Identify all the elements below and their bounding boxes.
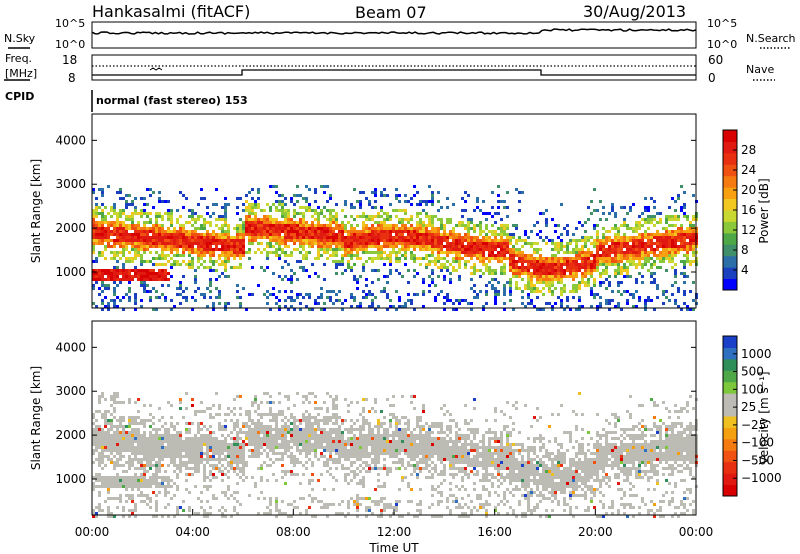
xtick-label: 00:00 [679,525,714,539]
xtick-label: 04:00 [175,525,210,539]
colorbar-tick: 4 [741,263,749,277]
colorbar-swatch [723,164,737,177]
xtick-label: 20:00 [578,525,613,539]
ytick-label: 3000 [55,384,86,398]
freq-right-tick-bottom: 0 [708,71,716,85]
colorbar-tick: −100 [741,436,774,450]
power-panel: 1000 2000 3000 4000 Slant Range [km] [29,113,698,311]
power-colorbar: 4 8 12 16 20 24 28 Power [dB] [722,129,771,291]
ytick-label: 4000 [55,340,86,354]
colorbar-swatch [723,358,737,371]
colorbar-swatch [723,244,737,257]
noise-left-label: N.Sky [4,32,36,45]
power-colorbar-label: Power [dB] [757,178,771,243]
date-title: 30/Aug/2013 [583,2,686,21]
power-ylabel: Slant Range [km] [29,159,43,263]
colorbar-tick: −1000 [741,471,782,485]
freq-trace [92,69,696,76]
ytick-label: 1000 [55,472,86,486]
colorbar-tick: 100 [741,382,764,396]
noise-right-tick-bottom: 10^0 [707,38,737,51]
velocity-heatmap [92,392,698,518]
freq-left-label-1: Freq. [5,52,32,65]
station-title: Hankasalmi (fitACF) [92,2,250,21]
colorbar-swatch [723,370,737,383]
velocity-colorbar: 1000 500 100 25 −25 −100 −500 −1000 Velocity [m… [722,335,782,497]
ytick-label: 2000 [55,428,86,442]
velocity-colorbar-label: Velocity [m s⁻¹] [757,371,771,464]
colorbar-swatch [723,450,737,463]
colorbar-swatch [723,336,737,348]
colorbar-tick: 20 [741,183,756,197]
colorbar-tick: 24 [741,163,756,177]
nave-label: Nave [746,63,774,76]
cpid-text: normal (fast stereo) 153 [96,94,248,107]
colorbar-swatch [723,232,737,245]
colorbar-swatch [723,461,737,474]
colorbar-tick: 16 [741,203,756,217]
noise-left-tick-bottom: 10^0 [55,38,85,51]
noise-sky-trace [91,28,697,35]
colorbar-tick: 500 [741,365,764,379]
freq-left-tick-top: 18 [62,53,77,67]
ytick-label: 2000 [55,221,86,235]
noise-right-label: N.Search [746,32,796,45]
colorbar-swatch [723,393,737,406]
freq-left-label-2: [MHz] [5,67,37,80]
velocity-xlabel: Time UT [368,541,419,554]
noise-right-tick-top: 10^5 [707,17,737,30]
colorbar-swatch [723,347,737,360]
beam-title: Beam 07 [355,3,427,22]
colorbar-tick: 8 [741,243,749,257]
ytick-label: 1000 [55,265,86,279]
colorbar-swatch [723,221,737,234]
colorbar-swatch [723,152,737,165]
colorbar-swatch [723,175,737,188]
colorbar-tick: 1000 [741,347,772,361]
freq-left-tick-bottom: 8 [68,71,76,85]
cpid-label: CPID [5,90,34,103]
colorbar-swatch [723,198,737,211]
colorbar-swatch [723,416,737,428]
xtick-label: 16:00 [477,525,512,539]
ytick-label: 4000 [55,133,86,147]
xtick-label: 00:00 [75,525,110,539]
colorbar-tick: 12 [741,223,756,237]
colorbar-swatch [723,404,737,417]
freq-right-tick-top: 60 [708,53,723,67]
colorbar-swatch [723,130,737,142]
colorbar-swatch [723,187,737,200]
colorbar-swatch [723,141,737,154]
colorbar-swatch [723,484,737,497]
noise-left-tick-top: 10^5 [55,17,85,30]
freq-panel: Freq. [MHz] 18 8 60 0 Nave [4,52,775,85]
ytick-label: 3000 [55,177,86,191]
colorbar-tick: 28 [741,143,756,157]
xtick-label: 08:00 [276,525,311,539]
colorbar-swatch [723,381,737,394]
colorbar-tick: −500 [741,453,774,467]
velocity-ylabel: Slant Range [km] [29,366,43,470]
colorbar-swatch [723,473,737,486]
colorbar-swatch [723,255,737,268]
colorbar-swatch [723,278,737,291]
colorbar-swatch [723,267,737,280]
noise-panel: N.Sky 10^5 10^0 10^5 10^0 N.Search [4,17,796,51]
colorbar-tick: 25 [741,400,756,414]
colorbar-tick: −25 [741,418,766,432]
colorbar-swatch [723,210,737,222]
power-heatmap [92,185,698,311]
xtick-label: 12:00 [377,525,412,539]
colorbar-swatch [723,438,737,451]
velocity-panel: 1000 2000 3000 4000 Slant Range [km] 00:00 0… [29,320,714,554]
colorbar-swatch [723,427,737,440]
